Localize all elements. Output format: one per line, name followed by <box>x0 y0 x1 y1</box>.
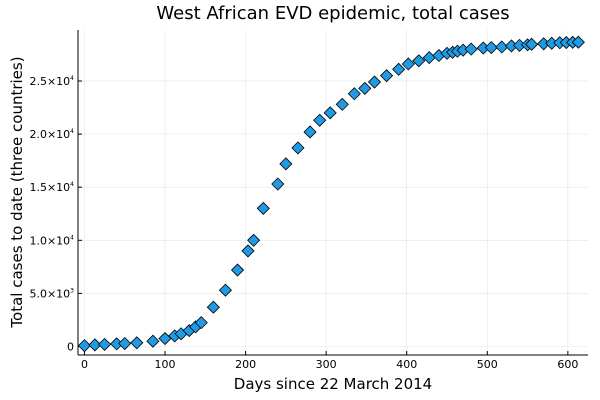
data-point <box>256 201 270 215</box>
data-markers <box>77 35 585 353</box>
data-point <box>88 338 102 352</box>
y-tick-label: 2.0×104 <box>29 128 74 141</box>
data-point <box>525 37 539 51</box>
data-point <box>358 81 372 95</box>
data-point <box>241 244 255 258</box>
data-point <box>291 141 305 155</box>
data-point <box>98 337 112 351</box>
data-point <box>380 69 394 83</box>
x-tick-label: 200 <box>235 358 256 371</box>
y-tick-label: 2.5×104 <box>29 75 74 88</box>
x-tick-label: 600 <box>557 358 578 371</box>
x-tick-label: 0 <box>81 358 88 371</box>
data-point <box>571 35 585 49</box>
data-point <box>347 87 361 101</box>
data-point <box>367 75 382 89</box>
x-tick-label: 100 <box>155 358 176 371</box>
data-point <box>158 331 172 346</box>
data-point <box>392 62 406 76</box>
data-point <box>118 336 132 351</box>
data-point <box>206 300 220 314</box>
data-point <box>279 157 293 171</box>
chart-title: West African EVD epidemic, total cases <box>156 3 509 24</box>
data-point <box>422 51 436 65</box>
x-axis-label: Days since 22 March 2014 <box>234 375 432 393</box>
data-point <box>271 177 285 191</box>
data-point <box>464 42 478 56</box>
data-point <box>218 283 233 297</box>
grid-lines <box>78 30 588 355</box>
y-axis-ticks: 0 5.0×103 1.0×104 1.5×104 2.0×104 2.5×104 <box>29 75 82 354</box>
data-point <box>313 113 327 127</box>
data-point <box>230 263 245 277</box>
data-point <box>412 54 426 68</box>
y-tick-label: 5.0×103 <box>29 287 74 300</box>
data-point <box>146 334 160 348</box>
data-point <box>77 339 92 353</box>
y-tick-label: 1.0×104 <box>29 234 74 247</box>
x-tick-label: 500 <box>477 358 498 371</box>
x-tick-label: 400 <box>396 358 417 371</box>
data-point <box>323 106 337 120</box>
data-point <box>194 316 208 330</box>
data-point <box>130 336 144 350</box>
data-point <box>495 40 509 54</box>
x-tick-label: 300 <box>316 358 337 371</box>
data-point <box>303 125 317 139</box>
data-point <box>335 97 349 111</box>
y-tick-label: 1.5×104 <box>29 181 74 194</box>
y-tick-label: 0 <box>67 341 74 354</box>
data-point <box>247 233 261 247</box>
data-point <box>484 40 498 55</box>
data-point <box>401 57 415 71</box>
x-axis-ticks: 0 100 200 300 400 500 600 <box>81 351 578 371</box>
y-axis-label: Total cases to date (three countries) <box>8 56 26 328</box>
